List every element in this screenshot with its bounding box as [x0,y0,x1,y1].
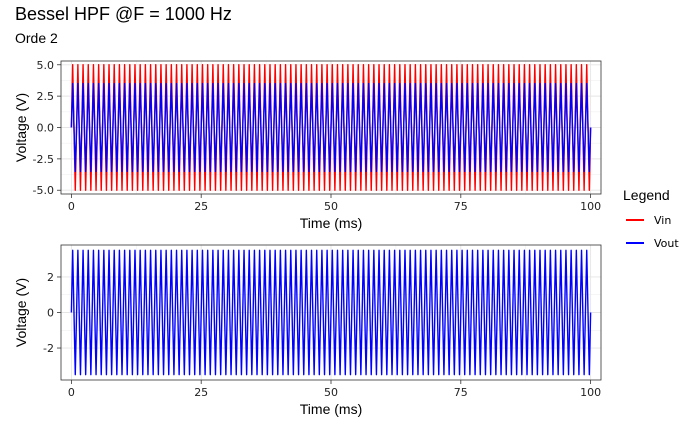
legend-label-vout: Vout [654,237,679,250]
x-tick-label: 50 [324,386,338,399]
y-tick-label: 2 [47,271,54,284]
x-tick-label: 75 [454,200,468,213]
y-axis-title: Voltage (V) [13,93,29,162]
x-tick-label: 0 [68,386,75,399]
series-line-vout [70,82,592,173]
y-tick-label: 0 [47,307,54,320]
x-tick-label: 100 [580,386,601,399]
x-tick-label: 25 [194,386,208,399]
y-tick-label: -2.5 [33,153,54,166]
y-axis-title: Voltage (V) [13,278,29,347]
x-tick-label: 0 [68,200,75,213]
chart-panel-1: 0 25 50 75 100 -5.0 -2.5 0.0 2.5 5.0 Time (ms) Volt… [13,59,602,231]
x-tick-label: 75 [454,386,468,399]
legend-title: Legend [623,187,670,203]
x-axis-title: Time (ms) [300,215,362,231]
y-tick-label: 0.0 [37,122,55,135]
y-tick-label: 2.5 [37,90,55,103]
series-line-vout [70,249,592,376]
legend-label-vin: Vin [654,214,671,227]
chart-panel-2: 0 25 50 75 100 -2 0 2 Time (ms) Voltage (V) [13,244,602,417]
x-axis-title: Time (ms) [300,401,362,417]
legend: Legend Vin Vout [623,187,679,250]
x-tick-label: 25 [194,200,208,213]
x-tick-label: 100 [580,200,601,213]
y-tick-label: 5.0 [37,59,55,72]
chart-title: Bessel HPF @F = 1000 Hz [15,4,232,24]
x-tick-label: 50 [324,200,338,213]
y-tick-label: -5.0 [33,184,54,197]
y-tick-label: -2 [43,342,54,355]
chart-subtitle: Orde 2 [15,30,58,46]
